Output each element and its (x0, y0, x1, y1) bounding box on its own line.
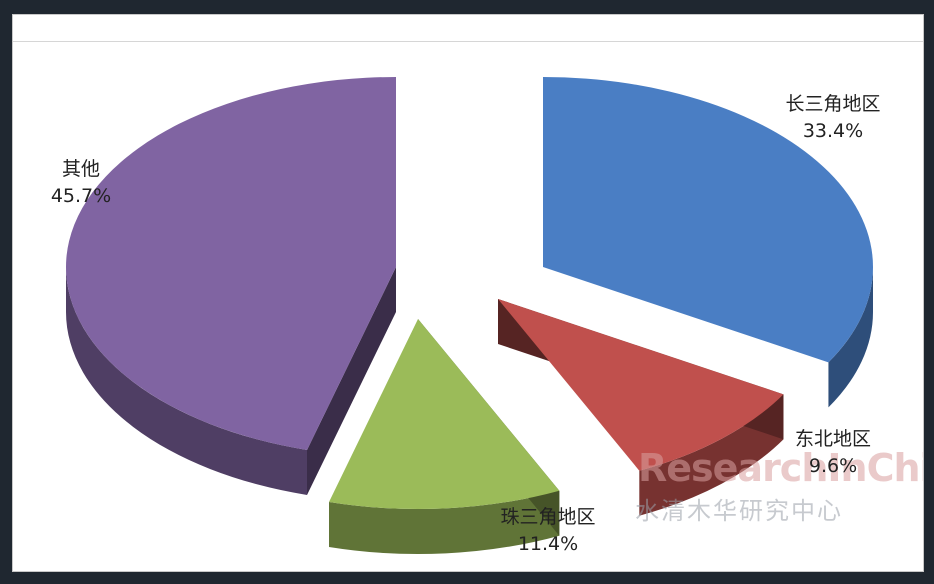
slice-percent: 11.4% (518, 533, 578, 555)
slice-percent: 9.6% (809, 455, 857, 477)
slice-percent: 45.7% (51, 185, 111, 207)
watermark-chinese: 水清木华研究中心 (635, 497, 843, 525)
pie-slice-side (329, 490, 560, 554)
pie-chart: ResearchInChina 水清木华研究中心 长三角地区 33.4% 东北地区 9… (51, 77, 923, 555)
watermark: ResearchInChina 水清木华研究中心 (635, 446, 923, 525)
pie-slice-top (498, 299, 784, 471)
pie-slice-side (828, 267, 873, 408)
pie-slice-side (66, 267, 308, 495)
pie-slice (498, 299, 784, 516)
pie-slice-top (65, 77, 397, 450)
pie-slices (65, 77, 873, 554)
pie-slice-top (329, 319, 560, 509)
chart-top-band (13, 15, 923, 42)
slice-label: 其他 (62, 158, 100, 180)
pie-slice (329, 319, 560, 554)
watermark-brand: ResearchInChina (638, 446, 923, 490)
pie-labels: 长三角地区 33.4% 东北地区 9.6% 珠三角地区 11.4% 其他 45.7% (51, 93, 881, 555)
pie-slice-top (543, 77, 873, 363)
slice-percent: 33.4% (803, 120, 863, 142)
slice-label: 东北地区 (795, 428, 871, 450)
pie-slice (65, 77, 397, 495)
slice-label: 长三角地区 (785, 93, 880, 115)
pie-slice-wall (307, 267, 396, 495)
chart-frame: ResearchInChina 水清木华研究中心 长三角地区 33.4% 东北地区 9… (12, 14, 924, 572)
slice-label: 珠三角地区 (500, 506, 595, 528)
pie-slice (543, 77, 873, 408)
